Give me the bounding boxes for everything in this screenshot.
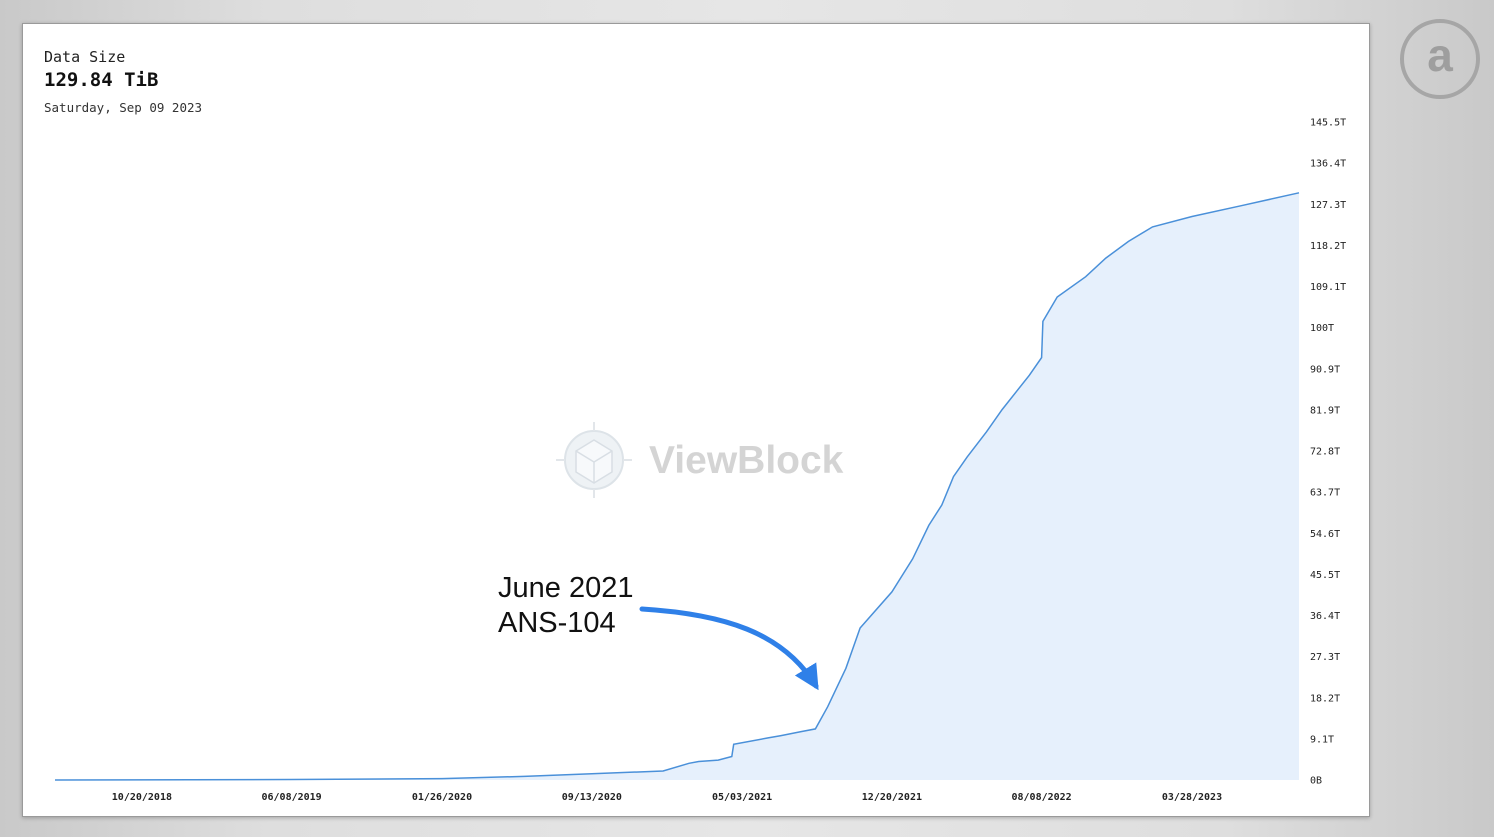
viewblock-watermark: ViewBlock <box>556 422 844 498</box>
metric-date: Saturday, Sep 09 2023 <box>44 100 203 115</box>
arweave-logo-icon: a <box>1400 19 1480 99</box>
y-tick-label: 45.5T <box>1310 570 1340 581</box>
x-tick-label: 09/13/2020 <box>562 792 622 803</box>
x-tick-label: 10/20/2018 <box>112 792 172 803</box>
annotation-line1: June 2021 <box>498 572 633 604</box>
y-tick-label: 145.5T <box>1310 118 1346 129</box>
metric-value: 129.84 TiB <box>44 69 159 91</box>
x-axis: 10/20/2018 06/08/2019 01/26/2020 09/13/2020… <box>112 792 1222 803</box>
y-tick-label: 109.1T <box>1310 282 1346 293</box>
x-tick-label: 01/26/2020 <box>412 792 472 803</box>
y-tick-label: 0B <box>1310 776 1322 787</box>
annotation: June 2021 ANS-104 <box>498 572 819 691</box>
chart-card: ViewBlock 0B 9.1T 18.2T 27.3T 36.4T 45.5T 54.6… <box>22 23 1370 817</box>
annotation-arrow <box>639 606 819 691</box>
logo-glyph: a <box>1427 29 1453 81</box>
x-tick-label: 05/03/2021 <box>712 792 772 803</box>
y-tick-label: 72.8T <box>1310 447 1340 458</box>
viewblock-logo-icon <box>556 422 632 498</box>
y-tick-label: 100T <box>1310 323 1334 334</box>
x-tick-label: 03/28/2023 <box>1162 792 1222 803</box>
y-tick-label: 54.6T <box>1310 529 1340 540</box>
series-line <box>54 192 1300 781</box>
y-tick-label: 118.2T <box>1310 241 1346 252</box>
chart-plot: ViewBlock 0B 9.1T 18.2T 27.3T 36.4T 45.5T 54.6… <box>54 118 1346 803</box>
metric-label: Data Size <box>44 48 126 66</box>
annotation-line2: ANS-104 <box>498 607 616 639</box>
y-tick-label: 63.7T <box>1310 488 1340 499</box>
y-tick-label: 136.4T <box>1310 159 1346 170</box>
y-tick-label: 36.4T <box>1310 611 1340 622</box>
y-tick-label: 127.3T <box>1310 200 1346 211</box>
y-tick-label: 9.1T <box>1310 734 1334 745</box>
y-axis: 0B 9.1T 18.2T 27.3T 36.4T 45.5T 54.6T 63.7T 72.8… <box>1310 118 1346 787</box>
y-tick-label: 27.3T <box>1310 652 1340 663</box>
x-tick-label: 08/08/2022 <box>1011 792 1071 803</box>
x-tick-label: 06/08/2019 <box>261 792 321 803</box>
y-tick-label: 18.2T <box>1310 693 1340 704</box>
watermark-text: ViewBlock <box>649 439 844 482</box>
y-tick-label: 81.9T <box>1310 405 1340 416</box>
area-fill <box>55 192 1299 781</box>
x-tick-label: 12/20/2021 <box>862 792 922 803</box>
y-tick-label: 90.9T <box>1310 364 1340 375</box>
